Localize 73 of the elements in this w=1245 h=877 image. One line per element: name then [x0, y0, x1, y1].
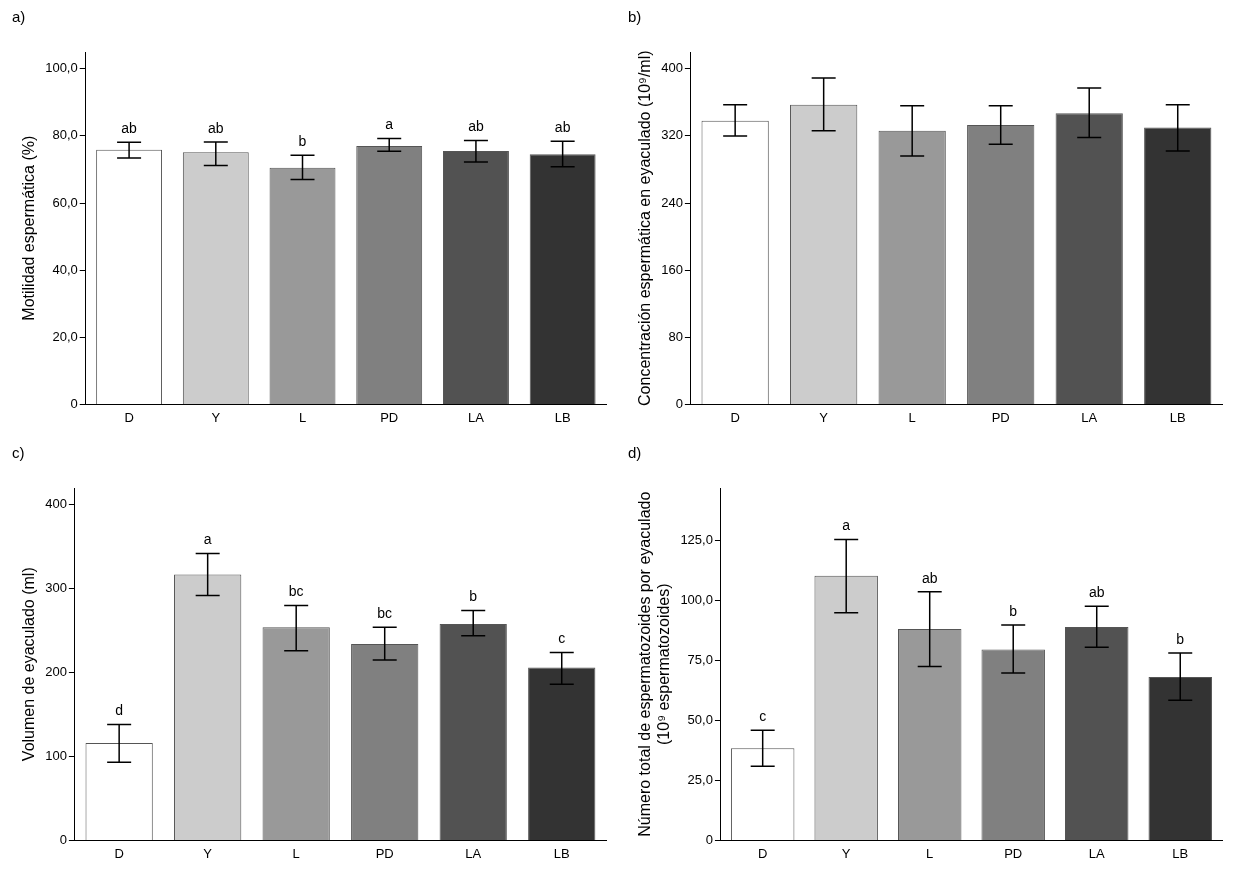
annotation: c	[558, 630, 566, 647]
y-tick-label: 200	[45, 664, 67, 680]
annotation: ab	[1088, 584, 1105, 601]
y-tick-label: 125,0	[680, 532, 713, 548]
annotation: c	[759, 707, 767, 724]
annotation: ab	[468, 118, 484, 135]
x-tick-label: D	[757, 845, 768, 861]
x-tick-label: D	[730, 409, 740, 425]
x-tick-label: Y	[819, 409, 829, 425]
y-tick-label: 20,0	[52, 328, 78, 344]
x-tick-label: L	[908, 409, 916, 425]
x-tick-label: L	[926, 845, 934, 861]
x-tick-label: PD	[1004, 845, 1023, 861]
chart-title: c)	[12, 444, 25, 461]
annotation: b	[1176, 630, 1185, 647]
y-tick-label: 240	[661, 194, 683, 210]
y-tick-label: 40,0	[52, 261, 78, 277]
chart-title: d)	[628, 444, 642, 461]
y-tick-label: 60,0	[52, 194, 78, 210]
annotation: a	[842, 517, 851, 534]
annotation: b	[469, 588, 478, 605]
annotation: ab	[921, 569, 938, 586]
x-tick-label: LB	[1169, 409, 1186, 425]
x-tick-label: L	[292, 845, 300, 861]
y-tick-label: 0	[59, 831, 67, 847]
y-tick-label: 25,0	[687, 772, 713, 788]
x-tick-label: PD	[375, 845, 394, 861]
x-tick-label: LB	[554, 409, 571, 425]
x-tick-label: LA	[1088, 845, 1106, 861]
annotation: b	[298, 133, 307, 150]
y-tick-label: 75,0	[687, 652, 713, 668]
y-tick-label: 100	[45, 748, 67, 764]
annotation: b	[1009, 602, 1018, 619]
x-tick-label: Y	[211, 409, 221, 425]
annotation: ab	[208, 119, 224, 136]
annotation: ab	[121, 120, 138, 137]
y-axis-title: Concentración espermática en eyaculado (10⁹/ml)	[636, 50, 654, 406]
x-tick-label: D	[114, 845, 124, 861]
annotation: a	[385, 116, 394, 133]
y-tick-label: 400	[661, 60, 683, 76]
x-tick-label: Y	[203, 845, 213, 861]
x-tick-label: PD	[380, 409, 399, 425]
y-axis-title: Volumen de eyaculado (ml)	[20, 567, 38, 762]
annotation: ab	[554, 119, 571, 136]
y-tick-label: 50,0	[687, 712, 713, 728]
y-tick-label: 100,0	[680, 592, 713, 608]
chart-title: b)	[628, 8, 642, 25]
annotation: bc	[288, 583, 304, 600]
y-tick-label: 400	[45, 496, 67, 512]
x-tick-label: LA	[1081, 409, 1098, 425]
y-tick-label: 0	[705, 831, 713, 847]
annotation: d	[115, 702, 124, 719]
annotation: bc	[377, 605, 393, 622]
annotation: a	[203, 531, 212, 548]
x-tick-label: LB	[1172, 845, 1189, 861]
chart-title: a)	[12, 8, 26, 25]
y-tick-label: 300	[45, 580, 67, 596]
y-tick-label: 80	[668, 328, 683, 344]
y-tick-label: 320	[661, 127, 683, 143]
y-axis-title: Número total de espermatozoides por eyaculado (10⁹ espermatozoides)	[636, 491, 673, 837]
x-tick-label: LA	[467, 409, 485, 425]
y-tick-label: 0	[675, 395, 683, 411]
x-tick-label: D	[124, 409, 134, 425]
x-tick-label: Y	[841, 845, 851, 861]
y-tick-label: 160	[661, 261, 683, 277]
y-tick-label: 80,0	[52, 127, 78, 143]
y-tick-label: 100,0	[45, 60, 78, 76]
x-tick-label: PD	[991, 409, 1010, 425]
x-tick-label: L	[298, 409, 307, 425]
y-axis-title: Motilidad espermática (%)	[20, 135, 38, 321]
x-tick-label: LA	[465, 845, 482, 861]
y-tick-label: 0	[70, 395, 78, 411]
x-tick-label: LB	[553, 845, 570, 861]
